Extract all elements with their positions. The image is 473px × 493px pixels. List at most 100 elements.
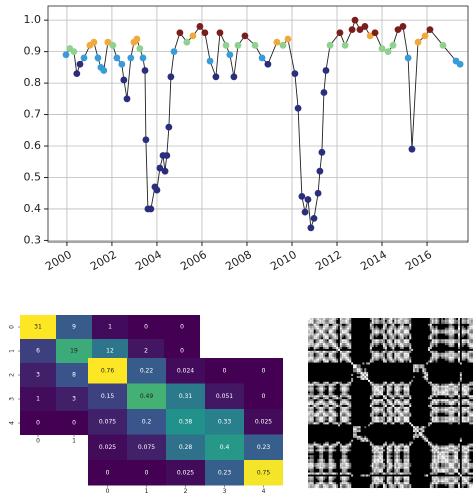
recurrence-cell (341, 484, 344, 487)
recurrence-cell (465, 383, 468, 386)
recurrence-cell (469, 459, 472, 462)
recurrence-cell (381, 445, 384, 448)
recurrence-cell (426, 372, 429, 375)
recurrence-cell (396, 395, 399, 398)
cell-label: 0 (262, 393, 266, 400)
recurrence-cell (458, 381, 460, 384)
recurrence-cell (463, 399, 466, 402)
recurrence-cell (311, 339, 314, 342)
recurrence-cell (405, 339, 408, 342)
recurrence-cell (392, 441, 395, 444)
recurrence-cell (441, 445, 444, 448)
recurrence-cell (443, 464, 445, 467)
recurrence-cell (435, 418, 438, 421)
recurrence-cell (463, 468, 466, 471)
recurrence-cell (403, 406, 406, 409)
recurrence-cell (469, 476, 472, 479)
recurrence-cell (386, 383, 389, 386)
recurrence-cell (388, 331, 391, 334)
recurrence-cell (311, 468, 314, 471)
recurrence-cell (309, 333, 312, 336)
recurrence-cell (471, 464, 473, 467)
recurrence-cell (396, 350, 399, 353)
recurrence-cell (369, 383, 372, 386)
recurrence-cell (319, 459, 322, 462)
recurrence-cell (323, 385, 325, 388)
recurrence-cell (313, 441, 316, 444)
recurrence-cell (467, 350, 470, 353)
recurrence-cell (317, 422, 320, 425)
recurrence-cell (332, 449, 335, 452)
recurrence-cell (454, 462, 457, 465)
recurrence-cell (414, 370, 417, 373)
heatmap-cell (244, 358, 283, 384)
recurrence-cell (386, 389, 389, 392)
recurrence-cell (381, 459, 384, 462)
recurrence-cell (379, 408, 382, 411)
recurrence-cell (371, 389, 374, 392)
recurrence-cell (381, 327, 384, 330)
recurrence-cell (428, 337, 430, 340)
cell-label: 0.4 (220, 444, 230, 451)
recurrence-cell (311, 478, 314, 481)
recurrence-cell (448, 387, 451, 390)
recurrence-cell (356, 428, 359, 431)
recurrence-cell (388, 321, 391, 324)
recurrence-cell (403, 412, 406, 415)
recurrence-cell (373, 462, 376, 465)
recurrence-cell (426, 379, 429, 382)
recurrence-cell (371, 387, 374, 390)
recurrence-cell (328, 325, 331, 328)
recurrence-cell (377, 403, 380, 406)
recurrence-cell (431, 339, 434, 342)
recurrence-cell (334, 443, 337, 446)
recurrence-cell (379, 329, 382, 332)
recurrence-cell (461, 389, 464, 392)
recurrence-cell (405, 393, 408, 396)
recurrence-cell (339, 416, 342, 419)
recurrence-cell (414, 426, 417, 429)
recurrence-cell (375, 358, 378, 361)
recurrence-cell (469, 395, 472, 398)
recurrence-cell (431, 403, 434, 406)
recurrence-cell (379, 341, 382, 344)
recurrence-cell (345, 455, 348, 458)
recurrence-cell (403, 457, 406, 460)
recurrence-cell (315, 325, 318, 328)
recurrence-cell (311, 460, 314, 463)
recurrence-cell (328, 356, 331, 359)
recurrence-cell (454, 480, 457, 483)
recurrence-cell (435, 420, 438, 423)
recurrence-cell (311, 457, 314, 460)
recurrence-cell (315, 395, 318, 398)
recurrence-cell (388, 462, 391, 465)
recurrence-cell (339, 333, 342, 336)
recurrence-cell (458, 325, 460, 328)
recurrence-cell (461, 321, 464, 324)
recurrence-cell (339, 422, 342, 425)
recurrence-cell (383, 478, 385, 481)
recurrence-cell (454, 459, 457, 462)
recurrence-cell (347, 447, 350, 450)
recurrence-cell (383, 462, 385, 465)
recurrence-cell (360, 437, 363, 440)
recurrence-cell (394, 470, 397, 473)
point (307, 224, 315, 232)
recurrence-cell (308, 486, 310, 489)
y-tick-label: 0.6 (24, 139, 42, 152)
recurrence-cell (439, 341, 442, 344)
recurrence-cell (345, 412, 348, 415)
recurrence-cell (454, 341, 457, 344)
recurrence-cell (394, 360, 397, 363)
recurrence-cell (444, 395, 447, 398)
recurrence-cell (381, 387, 384, 390)
recurrence-cell (454, 393, 457, 396)
recurrence-cell (399, 387, 402, 390)
recurrence-cell (375, 395, 378, 398)
recurrence-cell (388, 341, 391, 344)
recurrence-cell (446, 403, 449, 406)
recurrence-cell (401, 412, 404, 415)
recurrence-cell (429, 410, 432, 413)
recurrence-cell (323, 464, 325, 467)
recurrence-cell (321, 352, 324, 355)
